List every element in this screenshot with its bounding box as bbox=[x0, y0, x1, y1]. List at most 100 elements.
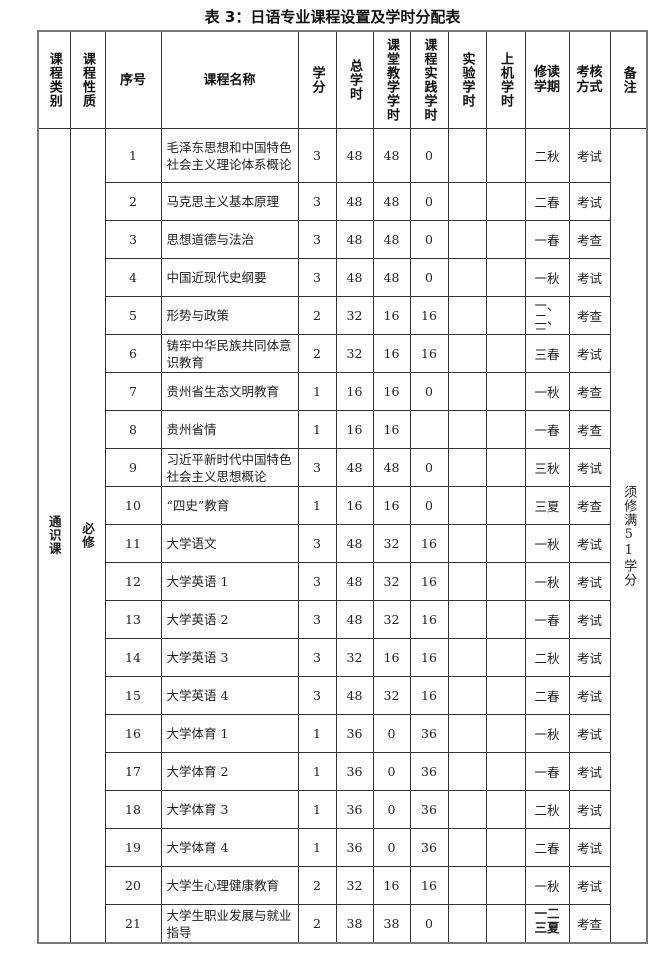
header-term: 修读学期 bbox=[524, 30, 570, 129]
computer-hours-cell bbox=[485, 638, 526, 677]
credit-cell: 1 bbox=[297, 372, 337, 411]
total-hours-cell: 16 bbox=[335, 486, 374, 525]
lab-hours-cell bbox=[447, 676, 487, 715]
category-cell: 通识课 bbox=[37, 128, 71, 944]
class-hours-cell: 16 bbox=[372, 638, 411, 677]
computer-hours-cell bbox=[485, 866, 526, 905]
term-cell: 一春 bbox=[524, 220, 570, 259]
table-row: 7 贵州省生态文明教育 1 16 16 0 一秋 考查 bbox=[38, 372, 647, 411]
term-cell: 三春 bbox=[524, 334, 570, 373]
table-row: 19 大学体育 4 1 36 0 36 二春 考试 bbox=[38, 828, 647, 867]
credit-cell: 3 bbox=[297, 562, 337, 601]
exam-type-cell: 考试 bbox=[568, 258, 611, 297]
number-cell: 2 bbox=[104, 182, 162, 221]
course-name-cell: 大学英语 2 bbox=[160, 600, 299, 639]
practice-hours-cell bbox=[409, 410, 449, 449]
header-practice-hours: 课程实践学时 bbox=[409, 30, 449, 129]
lab-hours-cell bbox=[447, 752, 487, 791]
course-name-cell: 毛泽东思想和中国特色社会主义理论体系概论 bbox=[160, 128, 299, 183]
credit-cell: 3 bbox=[297, 638, 337, 677]
table-row: 9 习近平新时代中国特色社会主义思想概论 3 48 48 0 三秋 考试 bbox=[38, 448, 647, 487]
lab-hours-cell bbox=[447, 562, 487, 601]
total-hours-cell: 32 bbox=[335, 638, 374, 677]
total-hours-cell: 48 bbox=[335, 448, 374, 487]
table-row: 18 大学体育 3 1 36 0 36 二秋 考试 bbox=[38, 790, 647, 829]
header-number: 序号 bbox=[104, 30, 162, 129]
practice-hours-cell: 16 bbox=[409, 296, 449, 335]
term-cell: 二春 bbox=[524, 828, 570, 867]
class-hours-cell: 16 bbox=[372, 410, 411, 449]
class-hours-cell: 48 bbox=[372, 220, 411, 259]
number-cell: 16 bbox=[104, 714, 162, 753]
course-name-cell: 大学体育 3 bbox=[160, 790, 299, 829]
practice-hours-cell: 0 bbox=[409, 372, 449, 411]
term-cell: 一秋 bbox=[524, 372, 570, 411]
practice-hours-cell: 0 bbox=[409, 448, 449, 487]
computer-hours-cell bbox=[485, 296, 526, 335]
course-name-cell: 贵州省生态文明教育 bbox=[160, 372, 299, 411]
credit-cell: 3 bbox=[297, 182, 337, 221]
practice-hours-cell: 16 bbox=[409, 562, 449, 601]
practice-hours-cell: 0 bbox=[409, 128, 449, 183]
class-hours-cell: 16 bbox=[372, 296, 411, 335]
total-hours-cell: 48 bbox=[335, 220, 374, 259]
header-credit: 学分 bbox=[297, 30, 337, 129]
term-cell: 三夏 bbox=[524, 486, 570, 525]
practice-hours-cell: 36 bbox=[409, 752, 449, 791]
lab-hours-cell bbox=[447, 448, 487, 487]
practice-hours-cell: 36 bbox=[409, 828, 449, 867]
total-hours-cell: 32 bbox=[335, 334, 374, 373]
number-cell: 1 bbox=[104, 128, 162, 183]
computer-hours-cell bbox=[485, 182, 526, 221]
term-cell: 一二三夏 bbox=[524, 904, 570, 944]
lab-hours-cell bbox=[447, 524, 487, 563]
total-hours-cell: 16 bbox=[335, 372, 374, 411]
computer-hours-cell bbox=[485, 448, 526, 487]
course-name-cell: “四史”教育 bbox=[160, 486, 299, 525]
total-hours-cell: 48 bbox=[335, 676, 374, 715]
term-cell: 一秋 bbox=[524, 714, 570, 753]
nature-cell: 必修 bbox=[69, 128, 106, 944]
computer-hours-cell bbox=[485, 676, 526, 715]
lab-hours-cell bbox=[447, 258, 487, 297]
header-category: 课程类别 bbox=[37, 30, 71, 129]
table-row: 13 大学英语 2 3 48 32 16 一春 考试 bbox=[38, 600, 647, 639]
course-name-cell: 大学英语 4 bbox=[160, 676, 299, 715]
practice-hours-cell: 0 bbox=[409, 220, 449, 259]
table-title: 表 3：日语专业课程设置及学时分配表 bbox=[204, 8, 461, 26]
term-cell: 一秋 bbox=[524, 524, 570, 563]
number-cell: 15 bbox=[104, 676, 162, 715]
table-row: 11 大学语文 3 48 32 16 一秋 考试 bbox=[38, 524, 647, 563]
table-row: 21 大学生职业发展与就业指导 2 38 38 0 一二三夏 考查 bbox=[38, 904, 647, 944]
total-hours-cell: 48 bbox=[335, 562, 374, 601]
credit-cell: 3 bbox=[297, 220, 337, 259]
credit-cell: 2 bbox=[297, 866, 337, 905]
lab-hours-cell bbox=[447, 866, 487, 905]
class-hours-cell: 0 bbox=[372, 790, 411, 829]
lab-hours-cell bbox=[447, 486, 487, 525]
lab-hours-cell bbox=[447, 372, 487, 411]
table-row: 14 大学英语 3 3 32 16 16 二秋 考试 bbox=[38, 638, 647, 677]
exam-type-cell: 考试 bbox=[568, 676, 611, 715]
course-name-cell: 马克思主义基本原理 bbox=[160, 182, 299, 221]
number-cell: 6 bbox=[104, 334, 162, 373]
number-cell: 18 bbox=[104, 790, 162, 829]
course-name-cell: 大学体育 1 bbox=[160, 714, 299, 753]
number-cell: 10 bbox=[104, 486, 162, 525]
exam-type-cell: 考查 bbox=[568, 904, 611, 944]
class-hours-cell: 16 bbox=[372, 372, 411, 411]
header-class-hours: 课堂教学学时 bbox=[372, 30, 411, 129]
header-exam-type: 考核方式 bbox=[568, 30, 611, 129]
exam-type-cell: 考试 bbox=[568, 866, 611, 905]
credit-cell: 2 bbox=[297, 296, 337, 335]
class-hours-cell: 0 bbox=[372, 828, 411, 867]
term-cell: 二秋 bbox=[524, 790, 570, 829]
table-row: 2 马克思主义基本原理 3 48 48 0 二春 考试 bbox=[38, 182, 647, 221]
exam-type-cell: 考试 bbox=[568, 182, 611, 221]
course-name-cell: 贵州省情 bbox=[160, 410, 299, 449]
credit-cell: 3 bbox=[297, 524, 337, 563]
number-cell: 20 bbox=[104, 866, 162, 905]
number-cell: 12 bbox=[104, 562, 162, 601]
header-total-hours: 总学时 bbox=[335, 30, 374, 129]
